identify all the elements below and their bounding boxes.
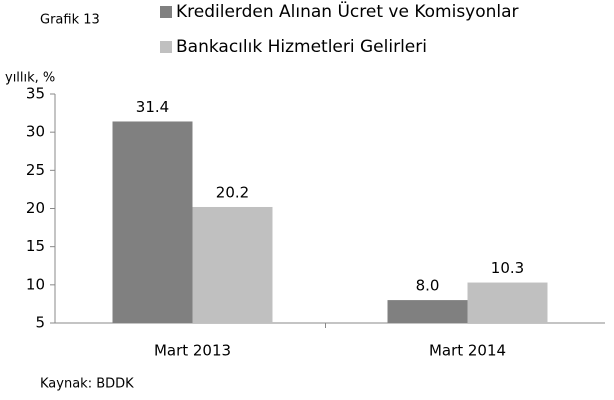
bar [467,282,548,323]
x-tick-label: Mart 2013 [154,342,231,360]
y-tick-label: 25 [26,161,45,179]
legend-swatch [160,6,172,18]
bar [192,206,273,323]
bar [112,121,193,323]
data-label: 10.3 [491,259,524,277]
y-tick-label: 35 [26,85,45,103]
data-label: 31.4 [136,98,169,116]
legend-label: Bankacılık Hizmetleri Gelirleri [176,37,427,57]
y-tick-label: 30 [26,123,45,141]
bar [387,300,468,323]
source: Kaynak: BDDK [40,377,134,392]
y-axis-label: yıllık, % [5,71,55,86]
y-tick-label: 20 [26,199,45,217]
chart-title: Grafik 13 [40,13,100,28]
data-label: 20.2 [216,183,249,201]
data-label: 8.0 [416,277,440,295]
legend-label: Kredilerden Alınan Ücret ve Komisyonlar [176,0,519,22]
legend-swatch [160,41,172,53]
x-tick-label: Mart 2014 [429,342,506,360]
y-tick-label: 10 [26,275,45,293]
y-tick-label: 15 [26,237,45,255]
y-tick-label: 5 [35,314,45,332]
